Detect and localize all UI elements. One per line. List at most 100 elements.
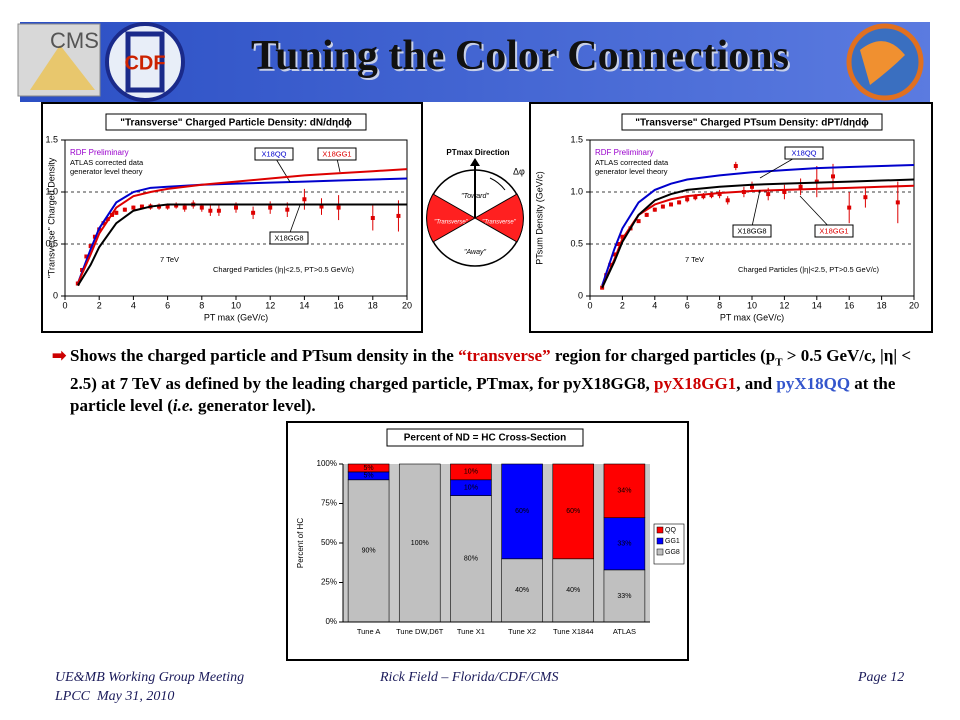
- curve: [601, 178, 915, 289]
- y-axis-label: PTsum Density (GeV/c): [534, 171, 544, 265]
- x-tick-label: 20: [909, 300, 919, 310]
- curve: [76, 177, 408, 284]
- diagram-transverse-left: "Transverse": [434, 220, 469, 226]
- annotation: ATLAS corrected data: [595, 158, 669, 167]
- value-label: 33%: [617, 593, 631, 600]
- bar-segment: [450, 495, 492, 623]
- data-point: [131, 205, 136, 210]
- data-point: [157, 204, 162, 209]
- plot-bg: [343, 464, 650, 622]
- bullet-segment: generator level).: [193, 396, 316, 416]
- data-point: [608, 262, 613, 267]
- y-tick-label: 1.0: [45, 186, 58, 196]
- diagram-away: "Away": [464, 249, 486, 256]
- data-point: [285, 207, 290, 212]
- value-label: 5%: [364, 465, 374, 472]
- plot-area: [64, 139, 408, 297]
- legend-label: X18GG1: [322, 149, 351, 158]
- annotation: 7 TeV: [685, 255, 704, 264]
- value-label: 40%: [566, 587, 580, 594]
- bar-segment: [603, 569, 646, 623]
- data-point: [251, 210, 256, 215]
- bar-segment: [603, 517, 646, 571]
- chart-title-box: [386, 428, 584, 447]
- y-tick-label: 1.0: [570, 186, 583, 196]
- data-point: [302, 197, 307, 202]
- x-tick-label: 10: [231, 300, 241, 310]
- x-tick-label: Tune X2: [508, 627, 536, 636]
- y-tick-label: 50%: [321, 538, 337, 547]
- callout-box: [784, 146, 824, 160]
- data-point: [701, 194, 706, 199]
- data-point: [234, 205, 238, 210]
- legend-label: X18GG1: [819, 226, 848, 235]
- curve: [601, 184, 915, 289]
- y-tick-label: 0%: [325, 617, 337, 626]
- value-label: 90%: [362, 548, 376, 555]
- series-label: RDF Preliminary: [595, 148, 654, 157]
- x-tick-label: 16: [334, 300, 344, 310]
- data-point: [644, 212, 649, 217]
- plot-area: [589, 139, 915, 297]
- x-tick-label: 14: [812, 300, 822, 310]
- data-point: [636, 219, 641, 224]
- diagram-angle: Δφ: [513, 166, 525, 176]
- data-point: [660, 204, 665, 209]
- x-tick-label: 2: [97, 300, 102, 310]
- bar-segment: [450, 463, 492, 481]
- data-point: [620, 234, 625, 239]
- callout-box: [269, 231, 309, 245]
- y-tick-label: 0.5: [570, 238, 583, 248]
- data-point: [182, 205, 187, 210]
- legend-label: X18QQ: [261, 149, 286, 158]
- bullet-segment: T: [775, 356, 783, 369]
- value-label: 60%: [515, 508, 529, 515]
- bar-segment: [552, 558, 595, 623]
- data-point: [725, 198, 730, 203]
- legend-label: GG1: [665, 538, 680, 545]
- x-tick-label: Tune DW,D6T: [396, 627, 444, 636]
- curve: [601, 163, 915, 286]
- data-point: [139, 204, 144, 209]
- footer-place: LPCC May 31, 2010: [55, 689, 175, 704]
- region-diagram: PTmax Direction Δφ "Toward" "Transverse"…: [426, 148, 525, 267]
- chart-title: "Transverse" Charged PTsum Density: dPT/…: [635, 118, 869, 129]
- diagram-transverse-right: "Transverse": [482, 220, 517, 226]
- data-point: [174, 203, 179, 208]
- data-point: [669, 202, 673, 207]
- bullet-segment: > 0.5 GeV/c, |η| < 2.5) at 7 TeV as defi…: [70, 346, 912, 394]
- data-point: [122, 207, 127, 212]
- x-tick-label: 6: [685, 300, 690, 310]
- cms-logo-text: CMS: [50, 28, 99, 53]
- x-tick-label: 8: [717, 300, 722, 310]
- data-point: [165, 204, 170, 209]
- data-point: [88, 244, 93, 249]
- bar-segment: [501, 463, 543, 560]
- y-tick-label: 0.5: [45, 238, 58, 248]
- data-point: [814, 179, 819, 184]
- x-axis-label: PT max (GeV/c): [720, 312, 784, 322]
- value-label: 33%: [617, 541, 631, 548]
- x-tick-label: 14: [299, 300, 309, 310]
- y-tick-label: 75%: [321, 499, 337, 508]
- legend-label: X18QQ: [791, 148, 816, 157]
- value-label: 100%: [411, 540, 429, 547]
- callout-box: [317, 147, 357, 161]
- legend-label: X18GG8: [737, 226, 766, 235]
- florida-logo: [846, 23, 924, 101]
- value-label: 80%: [464, 556, 478, 563]
- data-point: [199, 205, 204, 210]
- x-tick-label: 18: [877, 300, 887, 310]
- bar-segment: [552, 463, 595, 560]
- diagram-toward: "Toward": [461, 193, 489, 200]
- data-point: [319, 204, 324, 209]
- chart-title: Percent of ND = HC Cross-Section: [404, 433, 567, 444]
- x-tick-label: 12: [265, 300, 275, 310]
- bar-segment: [398, 463, 441, 623]
- x-tick-label: 16: [844, 300, 854, 310]
- y-tick-label: 1.5: [570, 134, 583, 144]
- y-axis-label: "Transverse" Charged Density: [46, 157, 56, 278]
- footer-meeting: UE&MB Working Group Meeting: [55, 670, 245, 685]
- series-label: RDF Preliminary: [70, 148, 129, 157]
